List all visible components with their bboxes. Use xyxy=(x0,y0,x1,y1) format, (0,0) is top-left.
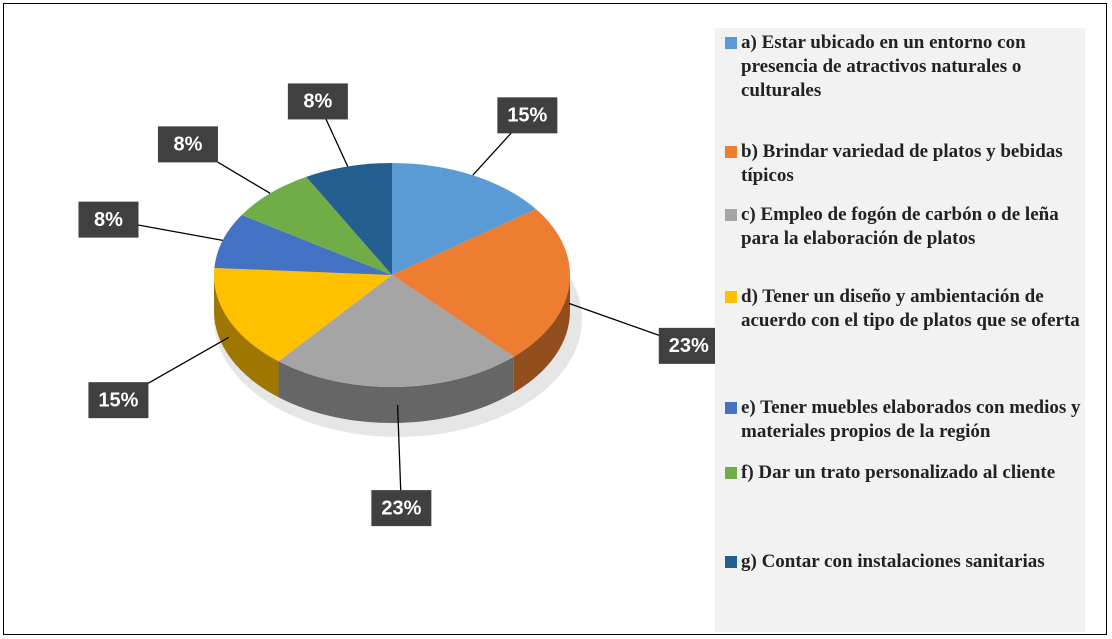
data-label: 23% xyxy=(381,497,421,519)
legend-item: c) Empleo de fogón de carbón o de leña p… xyxy=(723,203,1091,251)
data-label: 8% xyxy=(303,91,332,113)
pie-slice xyxy=(306,163,392,275)
legend-label: b) Brindar variedad de platos y bebidas … xyxy=(741,141,1063,186)
pie-slice xyxy=(214,214,392,275)
pie-slice xyxy=(278,275,514,387)
data-label: 15% xyxy=(507,105,547,127)
slice-side xyxy=(513,275,570,393)
label-box xyxy=(157,126,218,163)
label-box xyxy=(497,97,558,134)
legend-swatch xyxy=(725,291,737,303)
pie-slice xyxy=(392,209,570,357)
legend-swatch xyxy=(725,37,737,49)
legend-label: g) Contar con instalaciones sanitarias xyxy=(741,551,1045,572)
legend-item: a) Estar ubicado en un entorno con prese… xyxy=(723,31,1091,103)
legend-item: b) Brindar variedad de platos y bebidas … xyxy=(723,140,1091,188)
legend-swatch xyxy=(725,209,737,221)
legend-label: c) Empleo de fogón de carbón o de leña p… xyxy=(741,204,1059,249)
chart-frame xyxy=(3,3,1107,635)
data-label: 8% xyxy=(94,209,123,231)
legend: a) Estar ubicado en un entorno con prese… xyxy=(715,28,1085,632)
slice-side xyxy=(214,275,279,398)
label-box xyxy=(78,201,139,238)
legend-swatch xyxy=(725,556,737,568)
legend-label: e) Tener muebles elaborados con medios y… xyxy=(741,397,1081,442)
legend-label: d) Tener un diseño y ambientación de acu… xyxy=(741,286,1080,331)
legend-item: d) Tener un diseño y ambientación de acu… xyxy=(723,285,1091,333)
data-label: 15% xyxy=(98,389,138,411)
slice-side xyxy=(278,356,514,423)
legend-swatch xyxy=(725,402,737,414)
label-box xyxy=(658,327,719,364)
label-box xyxy=(371,490,432,527)
label-box xyxy=(287,83,348,120)
legend-swatch xyxy=(725,146,737,158)
legend-item: g) Contar con instalaciones sanitarias xyxy=(723,550,1091,574)
data-label: 23% xyxy=(669,335,709,357)
legend-swatch xyxy=(725,467,737,479)
legend-label: a) Estar ubicado en un entorno con prese… xyxy=(741,32,1026,101)
legend-label: f) Dar un trato personalizado al cliente xyxy=(741,462,1056,483)
data-label: 8% xyxy=(173,134,202,156)
label-box xyxy=(88,382,149,419)
legend-item: e) Tener muebles elaborados con medios y… xyxy=(723,396,1091,444)
pie-slice xyxy=(214,267,392,362)
pie-slice xyxy=(241,176,392,275)
legend-item: f) Dar un trato personalizado al cliente xyxy=(723,461,1091,485)
pie-slice xyxy=(392,163,537,275)
